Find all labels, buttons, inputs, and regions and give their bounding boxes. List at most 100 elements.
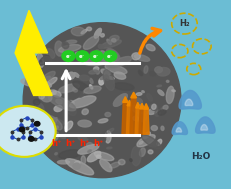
Ellipse shape (160, 108, 162, 110)
Text: h⁺: h⁺ (93, 139, 103, 148)
Polygon shape (130, 96, 137, 134)
Ellipse shape (41, 118, 57, 131)
Ellipse shape (132, 105, 145, 114)
Ellipse shape (75, 52, 87, 59)
Ellipse shape (139, 148, 145, 156)
Ellipse shape (78, 136, 88, 141)
Ellipse shape (89, 78, 93, 84)
Ellipse shape (43, 132, 53, 140)
Ellipse shape (48, 95, 76, 111)
Ellipse shape (103, 70, 114, 90)
Ellipse shape (79, 75, 89, 81)
Ellipse shape (86, 135, 103, 141)
Ellipse shape (87, 150, 91, 153)
Ellipse shape (23, 23, 180, 178)
Ellipse shape (73, 81, 89, 91)
Ellipse shape (79, 160, 84, 164)
Polygon shape (178, 90, 201, 109)
Circle shape (0, 106, 55, 157)
Ellipse shape (81, 29, 87, 34)
Ellipse shape (132, 116, 138, 121)
Ellipse shape (104, 112, 110, 117)
Ellipse shape (99, 159, 111, 172)
Ellipse shape (105, 64, 126, 74)
Ellipse shape (65, 101, 74, 107)
Ellipse shape (21, 78, 51, 88)
Ellipse shape (84, 86, 101, 93)
Ellipse shape (105, 131, 111, 143)
Ellipse shape (58, 44, 81, 52)
Circle shape (34, 122, 40, 126)
Text: e⁻: e⁻ (93, 54, 99, 59)
Ellipse shape (156, 85, 161, 87)
Ellipse shape (134, 113, 146, 122)
Ellipse shape (100, 69, 110, 75)
Ellipse shape (87, 151, 100, 162)
Ellipse shape (74, 161, 80, 165)
Ellipse shape (142, 132, 150, 139)
Ellipse shape (98, 119, 107, 123)
Ellipse shape (106, 147, 112, 149)
Ellipse shape (149, 71, 155, 76)
Ellipse shape (46, 132, 59, 144)
Circle shape (28, 137, 34, 141)
Text: H₂O: H₂O (190, 152, 210, 161)
Ellipse shape (59, 150, 80, 159)
Polygon shape (195, 117, 214, 133)
Ellipse shape (81, 156, 85, 164)
Ellipse shape (106, 64, 113, 67)
Ellipse shape (131, 98, 142, 105)
Ellipse shape (46, 123, 54, 130)
Ellipse shape (106, 53, 118, 62)
Ellipse shape (32, 109, 41, 123)
Text: e⁻: e⁻ (106, 54, 113, 59)
Ellipse shape (109, 162, 119, 168)
Ellipse shape (32, 119, 40, 138)
Ellipse shape (131, 53, 140, 60)
Ellipse shape (80, 156, 85, 161)
Ellipse shape (45, 116, 51, 119)
Ellipse shape (43, 56, 52, 64)
Ellipse shape (58, 84, 79, 93)
Circle shape (19, 127, 25, 132)
Polygon shape (139, 103, 144, 109)
Ellipse shape (78, 120, 91, 127)
Polygon shape (175, 128, 181, 132)
Polygon shape (184, 99, 192, 106)
Ellipse shape (106, 76, 114, 79)
Ellipse shape (73, 163, 80, 169)
Ellipse shape (113, 83, 134, 90)
Ellipse shape (109, 57, 131, 68)
Ellipse shape (96, 50, 100, 53)
Ellipse shape (160, 126, 163, 130)
Polygon shape (122, 97, 127, 102)
Ellipse shape (83, 87, 89, 93)
Ellipse shape (149, 104, 157, 110)
Ellipse shape (162, 105, 167, 110)
Ellipse shape (86, 27, 91, 31)
Ellipse shape (136, 135, 155, 147)
Ellipse shape (27, 107, 34, 116)
Ellipse shape (135, 93, 141, 95)
Ellipse shape (56, 99, 62, 104)
Ellipse shape (73, 73, 79, 77)
Ellipse shape (47, 90, 56, 96)
Ellipse shape (143, 111, 146, 115)
Ellipse shape (94, 152, 113, 161)
Ellipse shape (97, 138, 105, 145)
Ellipse shape (89, 85, 92, 89)
Ellipse shape (88, 70, 97, 74)
Polygon shape (122, 100, 128, 134)
Ellipse shape (78, 144, 98, 154)
Ellipse shape (36, 73, 38, 76)
Ellipse shape (100, 34, 104, 37)
Ellipse shape (42, 76, 50, 81)
Polygon shape (143, 104, 148, 109)
Ellipse shape (72, 88, 77, 92)
Ellipse shape (75, 59, 79, 62)
Polygon shape (135, 102, 139, 108)
Ellipse shape (146, 94, 152, 101)
Ellipse shape (93, 67, 98, 71)
Ellipse shape (55, 126, 58, 129)
Polygon shape (135, 106, 140, 134)
